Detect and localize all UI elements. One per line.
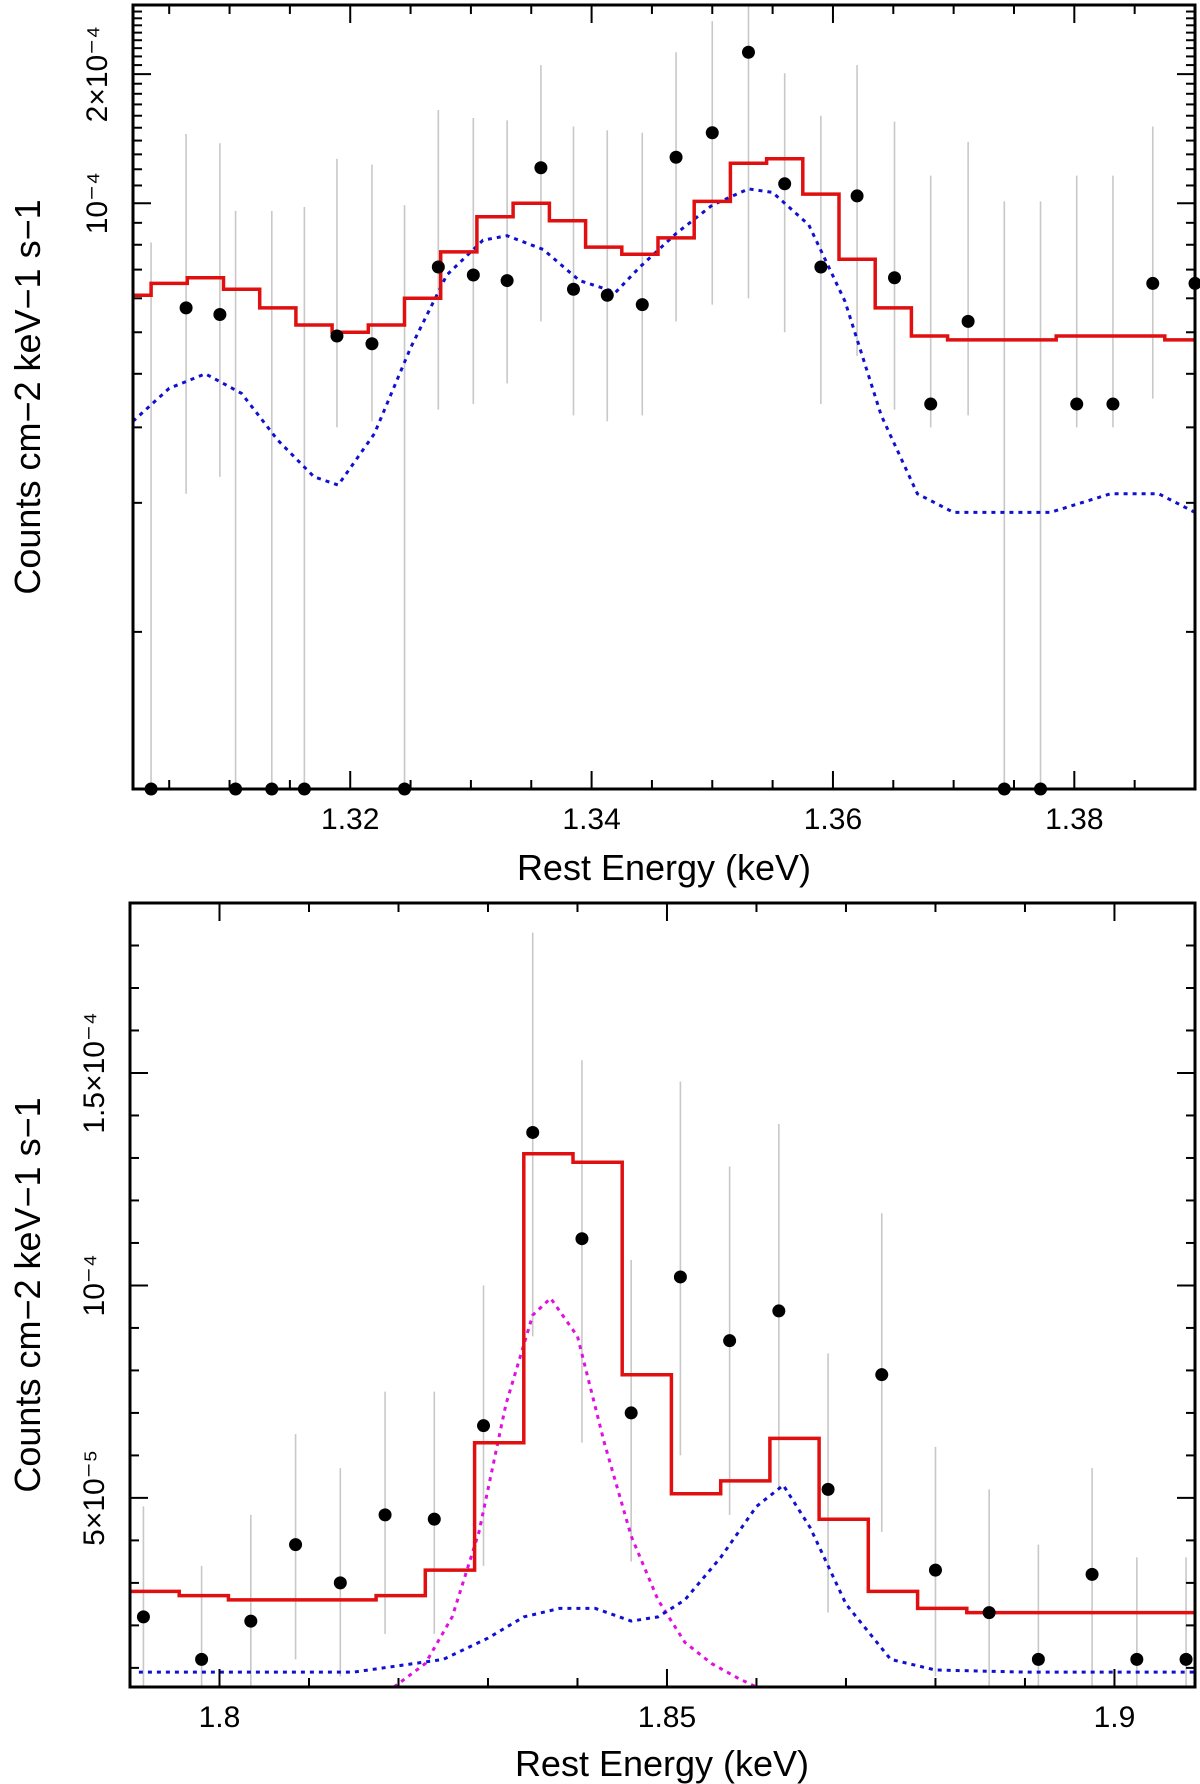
top-x-tick-label: 1.32	[321, 803, 379, 836]
top-x-tick-label: 1.36	[804, 803, 862, 836]
bottom-data-point	[772, 1304, 786, 1318]
top-data-point	[1146, 276, 1160, 290]
bottom-component-curve-2	[138, 1482, 1195, 1674]
top-model-step	[133, 156, 1195, 342]
bottom-x-tick-label: 1.85	[638, 1701, 696, 1734]
bottom-plot-area	[130, 932, 1195, 1689]
bottom-y-tick-label: 1.5×10⁻⁴	[78, 1012, 111, 1133]
bottom-data-point	[821, 1482, 835, 1496]
bottom-data-point	[136, 1610, 150, 1624]
top-data-point	[534, 161, 548, 175]
top-data-point	[741, 45, 755, 59]
top-data-point	[635, 298, 649, 312]
bottom-data-point	[1031, 1652, 1045, 1666]
top-x-axis-label: Rest Energy (keV)	[517, 847, 811, 888]
top-data-point	[179, 301, 193, 315]
bottom-x-tick-label: 1.8	[199, 1701, 241, 1734]
top-y-tick-label: 10⁻⁴	[81, 172, 114, 234]
bottom-data-point	[526, 1125, 540, 1139]
top-data-point	[888, 271, 902, 285]
top-data-point	[466, 268, 480, 282]
top-data-point	[1070, 397, 1084, 411]
bottom-data-point	[1179, 1652, 1193, 1666]
bottom-x-axis-label: Rest Energy (keV)	[515, 1743, 809, 1784]
bottom-y-axis-label: Counts cm−2 keV−1 s−1	[7, 1097, 48, 1492]
bottom-data-point	[378, 1508, 392, 1522]
bottom-data-point	[1085, 1567, 1099, 1581]
top-axis-ticks: 1.32 1.34 1.36 1.38 10⁻⁴ 2×10⁻⁴	[81, 5, 1196, 836]
top-data-point	[669, 150, 683, 164]
bottom-data-point	[982, 1606, 996, 1620]
top-data-point	[213, 308, 227, 322]
bottom-data-point	[624, 1406, 638, 1420]
bottom-model-step	[130, 1151, 1195, 1615]
bottom-data-point	[575, 1232, 589, 1246]
bottom-data-point	[673, 1270, 687, 1284]
top-data-point	[500, 274, 514, 288]
bottom-x-tick-label: 1.9	[1094, 1701, 1136, 1734]
top-data-point	[778, 177, 792, 191]
bottom-data-point	[477, 1419, 491, 1433]
bottom-data-point	[289, 1538, 303, 1552]
top-x-tick-label: 1.38	[1045, 803, 1103, 836]
top-plot-frame	[131, 3, 1197, 791]
bottom-data-point	[195, 1652, 209, 1666]
top-data-point	[600, 288, 614, 302]
top-data-point	[365, 337, 379, 351]
bottom-panel: 1.8 1.85 1.9 5×10⁻⁵ 10⁻⁴ 1.5×10⁻⁴ Rest Energy…	[7, 901, 1197, 1784]
bottom-data-point	[1130, 1652, 1144, 1666]
bottom-data-point	[427, 1512, 441, 1526]
bottom-plot-frame	[128, 901, 1197, 1689]
top-data-point	[705, 126, 719, 140]
top-x-tick-label: 1.34	[562, 803, 620, 836]
top-data-point	[330, 329, 344, 343]
top-data-point	[961, 314, 975, 328]
bottom-y-tick-label: 5×10⁻⁵	[78, 1450, 111, 1546]
top-data-point	[814, 260, 828, 274]
top-data-point	[1106, 397, 1120, 411]
bottom-data-point	[723, 1334, 737, 1348]
top-data-point	[850, 189, 864, 203]
bottom-y-tick-label: 10⁻⁴	[78, 1254, 111, 1316]
bottom-data-point	[333, 1576, 347, 1590]
top-y-tick-label: 2×10⁻⁴	[81, 26, 114, 122]
top-data-point	[924, 397, 938, 411]
top-y-axis-label: Counts cm−2 keV−1 s−1	[7, 199, 48, 594]
top-data-point	[566, 282, 580, 296]
bottom-data-point	[875, 1368, 889, 1382]
top-data-point	[431, 260, 445, 274]
top-plot-area	[131, 5, 1200, 796]
bottom-data-point	[928, 1563, 942, 1577]
bottom-axis-ticks: 1.8 1.85 1.9 5×10⁻⁵ 10⁻⁴ 1.5×10⁻⁴	[78, 902, 1195, 1734]
bottom-data-point	[244, 1614, 258, 1628]
top-panel: 1.32 1.34 1.36 1.38 10⁻⁴ 2×10⁻⁴ Rest Energy (…	[7, 3, 1200, 888]
